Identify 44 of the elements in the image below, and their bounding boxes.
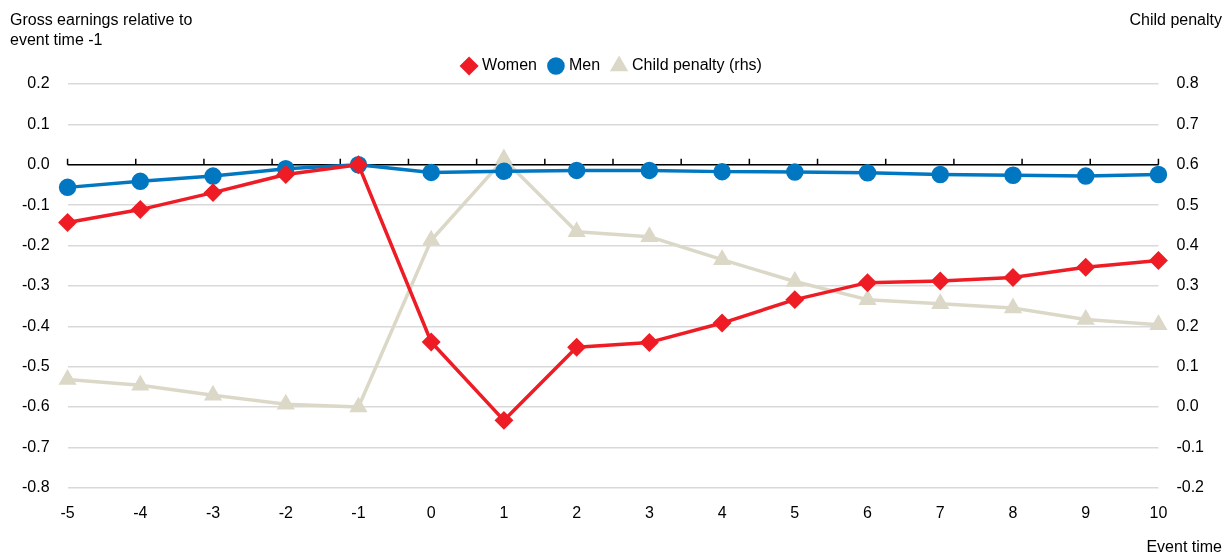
y2-tick-label: 0.4: [1176, 235, 1199, 253]
x-tick-label: 1: [499, 503, 509, 521]
y2-tick-label: 0.5: [1176, 195, 1199, 213]
y2-tick-label: 0.3: [1176, 276, 1199, 294]
y2-tick-label: 0.0: [1176, 397, 1199, 415]
x-tick-label: 5: [790, 503, 800, 521]
y-tick-label: -0.2: [21, 235, 50, 253]
x-tick-label: -3: [205, 503, 221, 521]
y-tick-label: -0.4: [21, 316, 50, 334]
y-tick-label: -0.3: [21, 276, 50, 294]
x-tick-label: 2: [572, 503, 582, 521]
x-axis-title: Event time: [1146, 537, 1222, 557]
y2-tick-label: -0.2: [1176, 478, 1205, 496]
y2-tick-label: -0.1: [1176, 437, 1205, 455]
y2-tick-label: 0.1: [1176, 357, 1199, 375]
y2-tick-label: 0.8: [1176, 74, 1199, 92]
y2-tick-label: 0.6: [1176, 155, 1199, 173]
y-tick-label: -0.8: [21, 478, 50, 496]
y-axis-title: Gross earnings relative to event time -1: [10, 10, 194, 50]
y-tick-label: -0.1: [21, 195, 50, 213]
x-tick-label: -4: [133, 503, 148, 521]
x-tick-label: -5: [60, 503, 75, 521]
x-tick-label: 3: [644, 503, 654, 521]
y-tick-label: -0.6: [21, 397, 50, 415]
legend-label: Child penalty (rhs): [632, 56, 762, 74]
x-tick-label: -2: [278, 503, 293, 521]
y-tick-label: 0.2: [27, 74, 50, 92]
y2-tick-label: 0.7: [1176, 114, 1199, 132]
y-tick-label: -0.7: [21, 437, 50, 455]
x-tick-label: 8: [1008, 503, 1018, 521]
y-tick-label: -0.5: [21, 357, 50, 375]
x-tick-label: 4: [717, 503, 727, 521]
y-tick-label: 0.1: [27, 114, 50, 132]
x-tick-label: 6: [863, 503, 873, 521]
legend-label: Women: [482, 56, 537, 74]
x-tick-label: 7: [935, 503, 945, 521]
x-tick-label: 0: [426, 503, 436, 521]
y-tick-label: 0.0: [27, 155, 50, 173]
x-tick-label: 9: [1081, 503, 1091, 521]
legend-label: Men: [568, 56, 601, 74]
x-tick-label: -1: [351, 503, 366, 521]
y2-tick-label: 0.2: [1176, 316, 1199, 334]
y2-axis-title: Child penalty: [1129, 10, 1222, 30]
x-tick-label: 10: [1149, 503, 1168, 521]
